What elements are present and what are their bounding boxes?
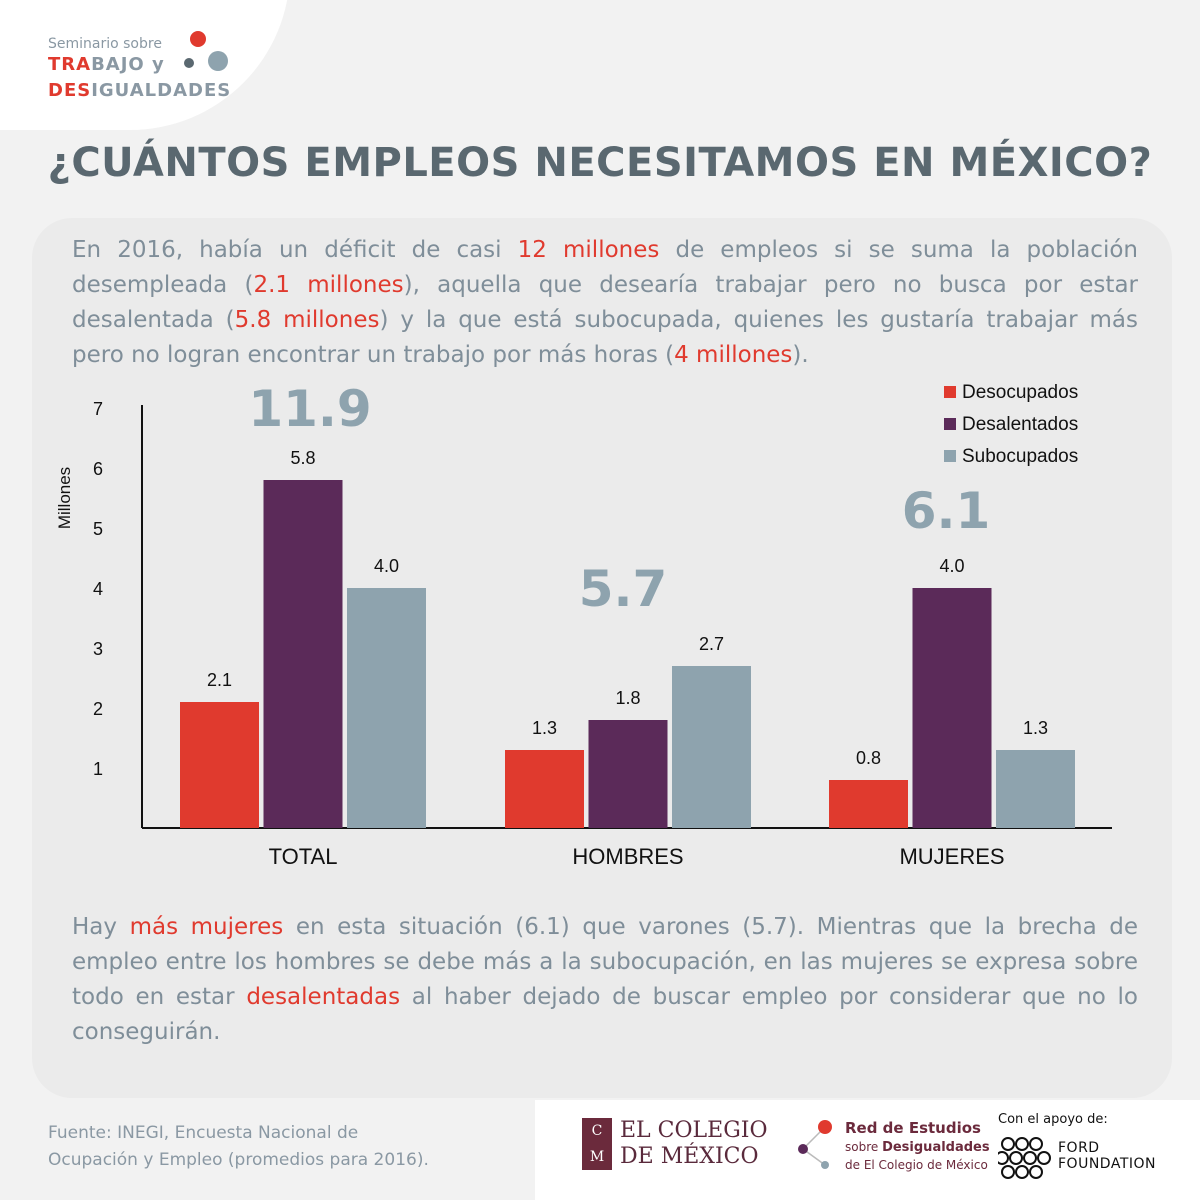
data-label: 1.3 (532, 718, 557, 738)
bar-desalentados-hombres (588, 720, 668, 828)
group-total-label: 6.1 (902, 482, 991, 540)
data-label: 0.8 (856, 748, 881, 768)
bar-subocupados-mujeres (996, 750, 1075, 828)
y-tick-label: 3 (93, 639, 103, 659)
intro-text-segment: ). (792, 342, 809, 368)
data-label: 2.1 (207, 670, 232, 690)
conclusion-text-highlight: desalentadas (246, 984, 401, 1010)
red-line-1: Red de Estudios (845, 1119, 981, 1137)
ford-foundation-mark-icon (998, 1137, 1051, 1179)
ford-line-1: FORD (1058, 1140, 1100, 1156)
y-tick-label: 7 (93, 399, 103, 419)
seminario-logo: Seminario sobre TRABAJO y DESIGUALDADES (48, 36, 231, 104)
y-tick-label: 2 (93, 699, 103, 719)
bar-desocupados-total (180, 702, 259, 828)
x-category-label: HOMBRES (572, 844, 683, 869)
logo-line-2: TRABAJO y (48, 52, 231, 78)
legend-label-desocupados: Desocupados (962, 382, 1078, 403)
data-label: 2.7 (699, 634, 724, 654)
bar-desocupados-hombres (505, 750, 584, 828)
bar-subocupados-total (347, 588, 426, 828)
conclusion-paragraph: Hay más mujeres en esta situación (6.1) … (72, 910, 1138, 1050)
logo-line-1: Seminario sobre (48, 36, 162, 52)
data-label: 4.0 (939, 556, 964, 576)
logo-line-2-red: TRA (48, 54, 92, 75)
intro-text-segment: En 2016, había un déficit de casi (72, 237, 518, 263)
source-line-2: Ocupación y Empleo (promedios para 2016)… (48, 1150, 429, 1170)
conclusion-text-segment: al haber dejado de buscar empleo por con… (72, 984, 1138, 1045)
x-category-label: MUJERES (899, 844, 1004, 869)
intro-text-segment: ) y la que está subocupada, quienes les … (72, 307, 1138, 368)
logo-line-3: DESIGUALDADES (48, 78, 231, 104)
ford-name: FORD FOUNDATION (1058, 1140, 1156, 1172)
intro-text-segment: ), aquella que desearía trabajar pero no… (72, 272, 1138, 333)
red-line-3: de El Colegio de México (845, 1158, 988, 1172)
ford-foundation-logo: Con el apoyo de: FORD FOUNDATION (998, 1112, 1156, 1179)
footer-logos-bar (535, 1100, 1200, 1200)
group-total-label: 11.9 (248, 380, 371, 438)
y-tick-label: 1 (93, 759, 103, 779)
legend-label-subocupados: Subocupados (962, 446, 1078, 467)
legend-label-desalentados: Desalentados (962, 414, 1078, 435)
colmex-line-2: DE MÉXICO (620, 1144, 759, 1169)
colmex-mark: C M (582, 1118, 612, 1170)
red-line-2-pre: sobre (845, 1140, 883, 1154)
y-axis-label: Millones (55, 467, 74, 529)
intro-paragraph: En 2016, había un déficit de casi 12 mil… (72, 233, 1138, 373)
data-label: 5.8 (290, 448, 315, 468)
colmex-line-1: EL COLEGIO (620, 1118, 768, 1143)
logo-dot-red (190, 31, 206, 47)
bar-desocupados-mujeres (829, 780, 908, 828)
intro-text-highlight: 2.1 millones (253, 272, 404, 298)
red-line-2: sobre Desigualdades (845, 1140, 990, 1155)
legend-swatch-desalentados (944, 418, 956, 430)
ford-line-2: FOUNDATION (1058, 1156, 1156, 1172)
group-total-label: 5.7 (579, 560, 668, 618)
colmex-mark-bottom: M (589, 1149, 605, 1165)
source-line-1: Fuente: INEGI, Encuesta Nacional de (48, 1123, 359, 1143)
logo-line-3-red: DES (48, 80, 92, 101)
intro-text-highlight: 5.8 millones (234, 307, 380, 333)
network-dots-icon (798, 1120, 832, 1169)
red-line-2-bold: Desigualdades (882, 1140, 990, 1155)
data-label: 1.8 (615, 688, 640, 708)
bar-subocupados-hombres (672, 666, 751, 828)
legend-swatch-desocupados (944, 386, 956, 398)
intro-text-segment: de empleos si se suma la población desem… (72, 237, 1138, 298)
colmex-mark-top: C (591, 1123, 603, 1139)
page-title: ¿CUÁNTOS EMPLEOS NECESITAMOS EN MÉXICO? (47, 140, 1153, 186)
logo-line-2-rest: BAJO y (91, 54, 165, 75)
data-label: 4.0 (374, 556, 399, 576)
intro-text-highlight: 4 millones (674, 342, 793, 368)
source-note: Fuente: INEGI, Encuesta Nacional de Ocup… (48, 1120, 429, 1174)
conclusion-text-segment: Hay (72, 914, 130, 940)
legend-swatch-subocupados (944, 450, 956, 462)
y-tick-label: 6 (93, 459, 103, 479)
conclusion-text-highlight: más mujeres (129, 914, 284, 940)
intro-text-highlight: 12 millones (517, 237, 660, 263)
support-label: Con el apoyo de: (998, 1112, 1108, 1127)
bar-desalentados-mujeres (912, 588, 992, 828)
logo-dot-grey (208, 51, 228, 71)
logo-dot-small (184, 58, 194, 68)
bar-desalentados-total (263, 480, 343, 828)
logo-line-3-rest: IGUALDADES (91, 80, 232, 101)
data-label: 1.3 (1023, 718, 1048, 738)
conclusion-text-segment: en esta situación (6.1) que varones (5.7… (72, 914, 1139, 1010)
y-tick-label: 4 (93, 579, 103, 599)
x-category-label: TOTAL (269, 844, 338, 869)
y-tick-label: 5 (93, 519, 103, 539)
bar-chart: 1 2 3 4 5 6 7 Millones 2.1 5.8 4.0 TOTAL 11.9 1.3 1.8 2… (55, 380, 1112, 869)
